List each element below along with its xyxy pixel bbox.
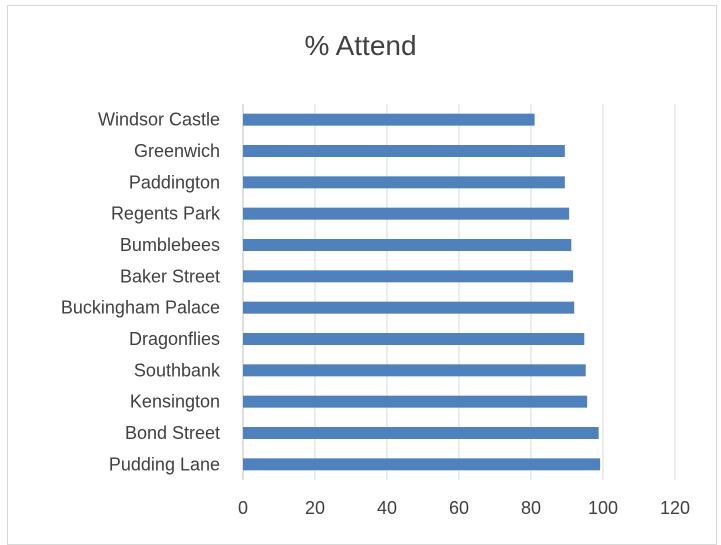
bars [243, 113, 601, 471]
x-tick-label: 100 [588, 498, 618, 518]
x-tick-label: 20 [305, 498, 325, 518]
category-label: Kensington [130, 392, 220, 412]
bar [243, 458, 601, 471]
x-tick-label: 0 [238, 498, 248, 518]
x-tick-label: 80 [521, 498, 541, 518]
bar [243, 176, 565, 189]
bar [243, 427, 599, 439]
bar [243, 395, 588, 408]
gridlines [242, 104, 676, 480]
category-label: Regents Park [111, 204, 221, 224]
category-label: Bumblebees [120, 235, 220, 255]
bar [243, 113, 535, 126]
bar [243, 239, 572, 251]
bar [243, 333, 585, 345]
bar [243, 207, 570, 220]
category-label: Paddington [129, 172, 220, 192]
x-tick-label: 120 [660, 498, 690, 518]
category-labels: Pudding Lane Bond Street Kensington Southba… [61, 110, 221, 475]
chart-title: % Attend [304, 30, 417, 61]
category-label: Bond Street [125, 423, 220, 443]
category-label: Baker Street [120, 266, 220, 286]
category-label: Buckingham Palace [61, 298, 220, 318]
category-label: Pudding Lane [109, 454, 220, 474]
x-tick-label: 40 [377, 498, 397, 518]
bar [243, 301, 575, 314]
x-tick-label: 60 [449, 498, 469, 518]
bar [243, 364, 586, 377]
category-label: Windsor Castle [98, 110, 220, 130]
bar [243, 145, 565, 157]
category-label: Southbank [134, 360, 221, 380]
category-label: Dragonflies [129, 329, 220, 349]
bar [243, 270, 574, 283]
category-label: Greenwich [134, 141, 220, 161]
tick-labels: 0 20 40 60 80 100 120 [238, 498, 690, 518]
